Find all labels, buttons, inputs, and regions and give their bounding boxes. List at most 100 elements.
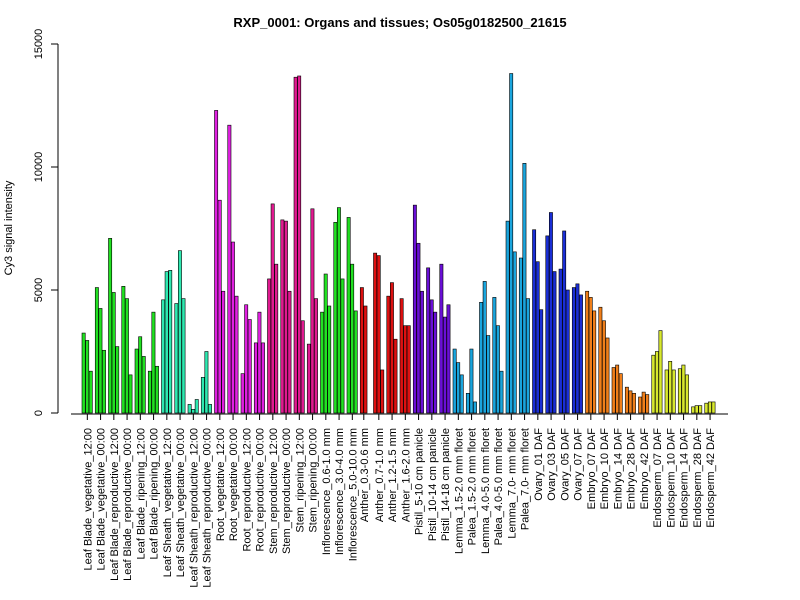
bar: [376, 255, 381, 414]
bar: [691, 406, 696, 414]
bar: [108, 238, 113, 414]
y-tick-label: 10000: [33, 152, 45, 183]
x-tick-label: Anther_0.7-1.0 mm: [374, 428, 386, 522]
bar: [111, 292, 116, 414]
bar: [685, 374, 689, 414]
bar: [346, 217, 351, 414]
bar: [671, 369, 676, 414]
bar: [532, 229, 537, 414]
bar: [221, 290, 226, 414]
bar: [562, 230, 567, 414]
bar: [681, 364, 686, 414]
bar: [618, 373, 623, 414]
x-tick-label: Lemma_7.0- mm floret: [506, 428, 518, 539]
x-tick-label: Ovary_01 DAF: [533, 428, 545, 501]
x-tick-label: Leaf Blade_reproductive_12:00: [109, 428, 121, 581]
bar: [194, 399, 199, 414]
bar: [452, 348, 457, 414]
x-axis: Leaf Blade_vegetative_12:00 Leaf Blade_ve…: [71, 413, 728, 588]
bar: [522, 163, 527, 414]
x-tick-label: Root_vegetative_00:00: [228, 428, 240, 541]
bar: [641, 391, 646, 414]
x-tick-label: Leaf Blade_reproductive_00:00: [122, 428, 134, 581]
bar: [138, 336, 143, 414]
bar: [412, 204, 417, 414]
x-tick-label: Inflorescence_0.6-1.0 mm: [321, 428, 333, 555]
y-tick-label: 5000: [33, 278, 45, 302]
x-tick-label: Leaf Blade_ripening_00:00: [149, 428, 161, 560]
bar: [495, 325, 500, 414]
bar: [174, 303, 179, 414]
bar: [571, 287, 576, 414]
x-tick-label: Embryo_10 DAF: [599, 428, 611, 510]
x-tick-label: Endosperm_42 DAF: [705, 428, 717, 528]
bar: [306, 343, 311, 414]
x-tick-label: Leaf Sheath_reproductive_00:00: [202, 428, 214, 588]
bar: [459, 374, 464, 414]
bar: [231, 241, 235, 414]
bar: [535, 261, 540, 414]
bar: [191, 409, 196, 414]
bar: [654, 351, 659, 414]
x-tick-label: Inflorescence_3.0-4.0 mm: [334, 428, 346, 555]
bar: [558, 268, 563, 414]
bars: [81, 73, 716, 414]
bar: [261, 342, 265, 414]
x-tick-label: Palea_4.0-5.0 mm floret: [493, 428, 505, 545]
chart-title: RXP_0001: Organs and tissues; Os05g01825…: [233, 15, 566, 30]
x-tick-label: Ovary_03 DAF: [546, 428, 558, 501]
bar: [314, 298, 318, 414]
bar: [406, 325, 411, 414]
bar: [426, 267, 431, 414]
bar: [456, 362, 461, 414]
bar: [386, 295, 391, 414]
bar: [121, 286, 126, 414]
bar: [704, 402, 709, 414]
bar: [645, 394, 650, 414]
bar: [658, 330, 663, 414]
x-tick-label: Stem_ripening_00:00: [308, 428, 320, 533]
bar: [353, 310, 358, 414]
bar: [310, 208, 315, 414]
bar: [253, 342, 258, 414]
bar: [102, 349, 106, 414]
bar: [217, 199, 222, 414]
x-tick-label: Embryo_14 DAF: [612, 428, 624, 510]
x-tick-label: Leaf Sheath_vegetative_12:00: [162, 428, 174, 577]
x-tick-label: Root_vegetative_12:00: [215, 428, 227, 541]
bar: [155, 365, 159, 414]
bar: [333, 222, 338, 414]
bar: [698, 405, 703, 414]
bar: [164, 271, 169, 414]
bar: [579, 294, 583, 414]
x-tick-label: Embryo_07 DAF: [586, 428, 598, 510]
bar: [350, 263, 355, 414]
bar: [565, 289, 570, 414]
x-tick-label: Inflorescence_5.0-10.0 mm: [347, 428, 359, 561]
bar: [605, 337, 610, 414]
bar: [539, 309, 544, 414]
x-tick-label: Embryo_28 DAF: [626, 428, 638, 510]
bar: [433, 311, 438, 414]
bar: [416, 242, 421, 414]
bar: [320, 311, 325, 414]
x-tick-label: Leaf Blade_vegetative_12:00: [82, 428, 94, 571]
x-tick-label: Endosperm_10 DAF: [665, 428, 677, 528]
bar: [465, 393, 470, 414]
x-tick-label: Pistil_10-14 cm panicle: [427, 428, 439, 541]
bar: [85, 340, 90, 414]
bar: [439, 263, 444, 414]
bar: [98, 308, 103, 414]
x-tick-label: Stem_reproductive_12:00: [268, 428, 280, 554]
bar: [442, 316, 447, 414]
bar: [389, 282, 394, 414]
bar: [601, 320, 606, 414]
y-axis: 0 5000 10000 15000: [33, 29, 59, 416]
x-tick-label: Leaf Blade_ripening_12:00: [135, 428, 147, 560]
bar: [208, 404, 212, 414]
bar: [88, 370, 93, 414]
bar: [548, 212, 553, 414]
x-tick-label: Embryo_42 DAF: [639, 428, 651, 510]
bar: [300, 320, 305, 414]
bar: [651, 354, 656, 414]
